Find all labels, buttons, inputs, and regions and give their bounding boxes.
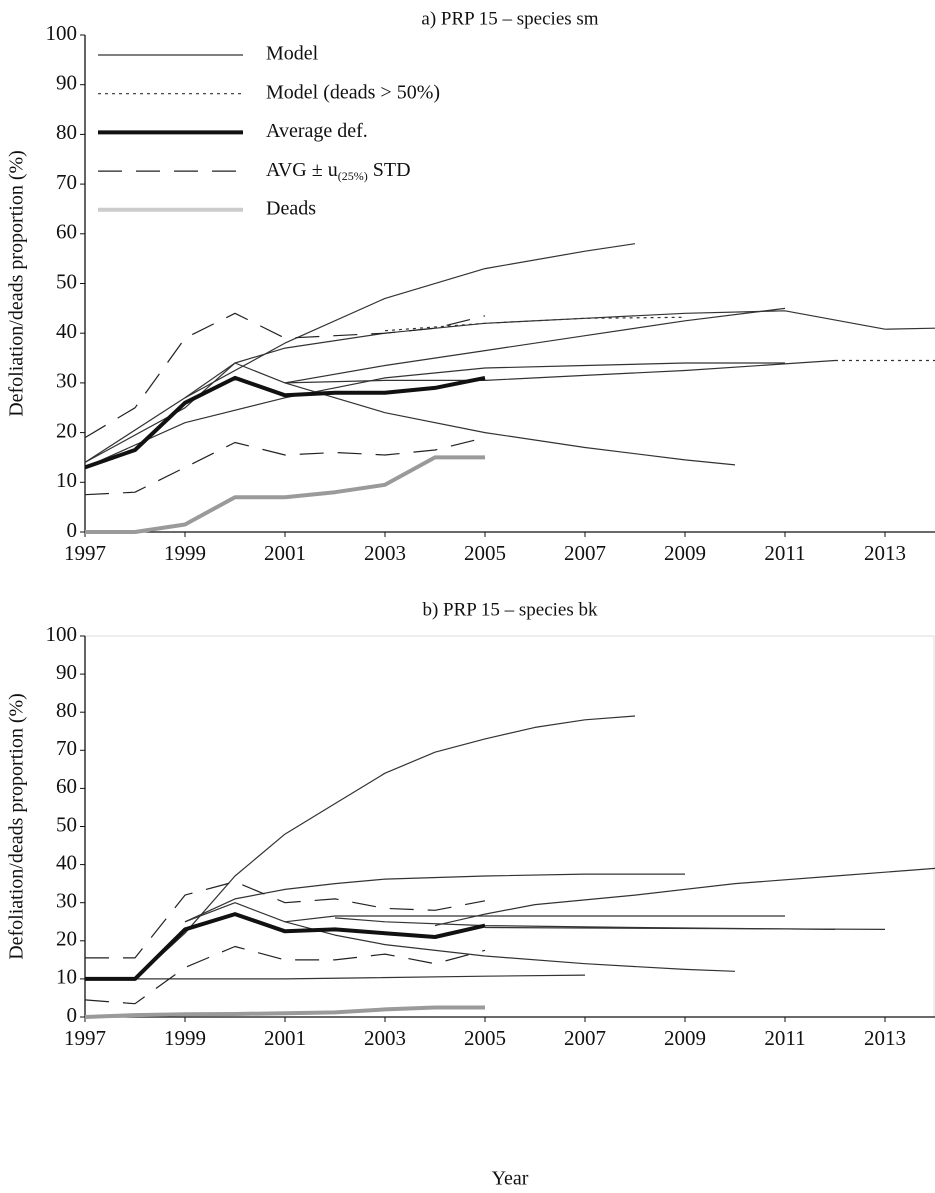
x-tick-label: 2005 — [464, 541, 506, 565]
x-tick-label: 2003 — [364, 541, 406, 565]
data-line — [284, 915, 785, 923]
data-line — [184, 310, 935, 399]
x-tick-label: 1997 — [64, 1026, 106, 1050]
x-tick-label: 1997 — [64, 541, 106, 565]
legend-label: Deads — [266, 197, 316, 219]
x-tick-label: 2013 — [864, 541, 906, 565]
data-line — [384, 316, 686, 332]
data-line — [85, 974, 586, 980]
data-line — [85, 881, 486, 959]
y-tick-label: 60 — [56, 220, 77, 244]
data-line — [184, 873, 685, 923]
y-tick-label: 20 — [56, 418, 77, 442]
y-tick-label: 100 — [46, 21, 78, 45]
x-tick-label: 2007 — [564, 1026, 606, 1050]
plot-frame — [84, 635, 935, 1018]
data-line — [85, 455, 485, 534]
y-tick-label: 40 — [56, 319, 77, 343]
x-tick-label: 2001 — [264, 541, 306, 565]
x-tick-label: 2005 — [464, 1026, 506, 1050]
y-tick-label: 50 — [56, 269, 77, 293]
legend-label: Model (deads > 50%) — [266, 81, 440, 103]
y-tick-label: 30 — [56, 369, 77, 393]
data-line — [84, 362, 785, 468]
legend-label: Average def. — [266, 120, 368, 142]
x-tick-label: 2009 — [664, 1026, 706, 1050]
data-line — [84, 945, 486, 1005]
legend-label-part: AVG ± u — [266, 159, 338, 181]
y-tick-label: 50 — [56, 812, 77, 836]
data-line — [85, 715, 636, 980]
y-tick-label: 80 — [56, 120, 77, 144]
y-axis-label: Defoliation/deads proportion (%) — [6, 693, 28, 960]
x-tick-label: 2007 — [564, 541, 606, 565]
data-line — [84, 312, 486, 439]
x-tick-label: 1999 — [164, 541, 206, 565]
data-line — [84, 1005, 485, 1019]
legend-label: AVG ± u(25%) STD — [266, 159, 411, 183]
y-tick-label: 30 — [56, 889, 77, 913]
y-tick-label: 100 — [46, 622, 78, 646]
chart-title: b) PRP 15 – species bk — [422, 599, 598, 620]
y-tick-label: 70 — [56, 170, 77, 194]
x-tick-label: 2011 — [764, 541, 805, 565]
data-line — [284, 307, 786, 384]
y-tick-label: 0 — [67, 518, 78, 542]
data-line — [84, 437, 486, 496]
y-tick-label: 60 — [56, 774, 77, 798]
x-tick-label: 2013 — [864, 1026, 906, 1050]
legend-label-part: STD — [373, 159, 411, 181]
y-tick-label: 10 — [56, 965, 77, 989]
y-tick-label: 0 — [67, 1003, 78, 1027]
x-axis-label: Year — [492, 1168, 529, 1190]
y-tick-label: 90 — [56, 660, 77, 684]
x-tick-label: 2003 — [364, 1026, 406, 1050]
data-line — [84, 362, 736, 466]
y-tick-label: 40 — [56, 850, 77, 874]
data-line — [284, 359, 836, 384]
x-tick-label: 2009 — [664, 541, 706, 565]
y-tick-label: 80 — [56, 698, 77, 722]
chart-title: a) PRP 15 – species sm — [421, 8, 598, 29]
y-axis-label: Defoliation/deads proportion (%) — [6, 150, 28, 417]
legend-label: Model — [266, 43, 319, 65]
y-tick-label: 90 — [56, 71, 77, 95]
legend-label-part: (25%) — [338, 169, 368, 183]
y-tick-label: 10 — [56, 468, 77, 492]
y-tick-label: 20 — [56, 927, 77, 951]
x-tick-label: 1999 — [164, 1026, 206, 1050]
data-line — [434, 867, 935, 927]
data-line — [84, 375, 486, 470]
data-line — [184, 902, 736, 972]
x-tick-label: 2001 — [264, 1026, 306, 1050]
x-tick-label: 2011 — [764, 1026, 805, 1050]
y-tick-label: 70 — [56, 736, 77, 760]
data-line — [484, 926, 886, 930]
data-line — [85, 912, 486, 981]
data-line — [84, 243, 636, 463]
